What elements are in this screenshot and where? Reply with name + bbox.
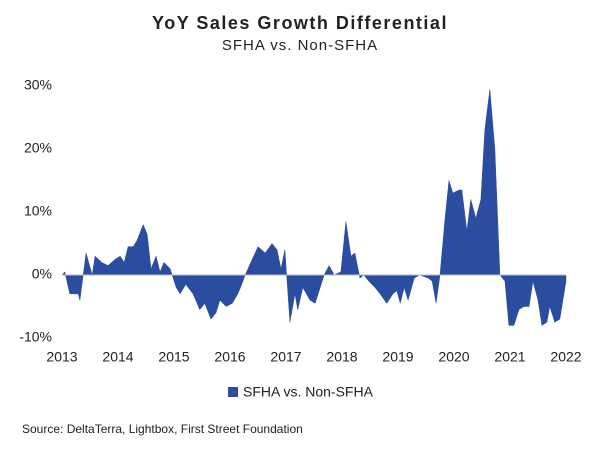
- y-tick-label: 10%: [24, 203, 52, 219]
- y-tick-label: 0%: [32, 266, 52, 282]
- x-tick-label: 2014: [102, 349, 133, 365]
- y-tick-label: 20%: [24, 140, 52, 156]
- chart-title: YoY Sales Growth Differential: [152, 13, 448, 33]
- x-tick-label: 2021: [494, 349, 525, 365]
- y-tick-label: -10%: [19, 329, 52, 345]
- x-tick-label: 2018: [326, 349, 357, 365]
- x-tick-label: 2017: [270, 349, 301, 365]
- x-tick-label: 2020: [438, 349, 469, 365]
- x-tick-label: 2019: [382, 349, 413, 365]
- source-note: Source: DeltaTerra, Lightbox, First Stre…: [22, 422, 303, 436]
- x-tick-label: 2016: [214, 349, 245, 365]
- legend-swatch: [228, 387, 238, 397]
- x-tick-label: 2015: [158, 349, 189, 365]
- y-tick-label: 30%: [24, 77, 52, 93]
- x-tick-label: 2013: [46, 349, 77, 365]
- chart-subtitle: SFHA vs. Non-SFHA: [222, 37, 378, 54]
- legend-label: SFHA vs. Non-SFHA: [243, 384, 374, 400]
- x-tick-label: 2022: [550, 349, 581, 365]
- area: [61, 89, 567, 326]
